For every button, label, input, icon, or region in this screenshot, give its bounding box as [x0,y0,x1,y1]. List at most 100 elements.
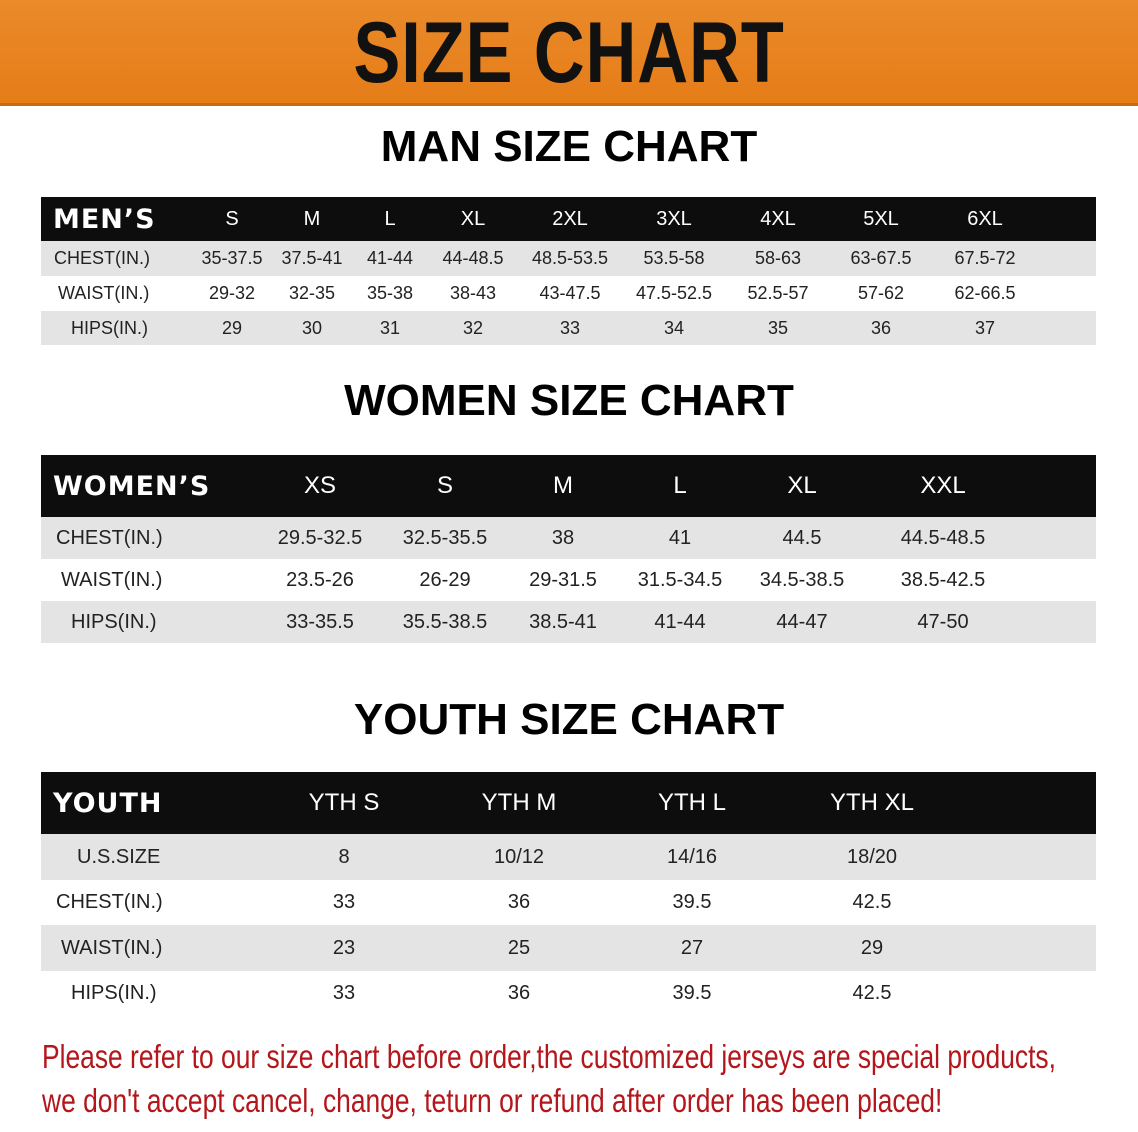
size-column-header: 3XL [656,207,692,230]
table-cell: 31 [379,317,401,338]
table-cell: 32-35 [288,283,336,303]
table-cell: 32.5-35.5 [402,526,488,549]
table-cell: 33-35.5 [286,610,354,633]
row-label: HIPS(IN.) [71,982,157,1004]
notice-line-1: Please refer to our size chart before or… [42,1038,1056,1075]
table-header-label: YOUTH [53,787,163,819]
size-column-header: S [225,207,239,230]
table-cell: 35.5-38.5 [402,610,488,633]
table-cell: 35-38 [366,283,414,303]
table-cell: 36 [507,982,531,1004]
table-cell: 44.5 [782,526,822,549]
size-column-header: YTH XL [829,789,915,816]
size-column-header: YTH L [657,789,727,816]
size-column-header: M [303,207,321,230]
table-cell: 38.5-41 [529,610,597,633]
table-cell: 37.5-41 [281,248,343,268]
table-header-label: WOMEN’S [53,470,211,502]
table-cell: 33 [332,891,356,913]
size-column-header: M [553,472,573,499]
table-cell: 41-44 [366,248,414,268]
table-row: WAIST(IN.) 23.5-26 26-29 29-31.5 31.5-34.5 34… [41,559,1096,601]
row-label: WAIST(IN.) [61,936,163,959]
table-cell: 31.5-34.5 [637,568,723,591]
table-cell: 33 [559,317,581,338]
table-cell: 35 [767,317,789,338]
table-cell: 8 [338,845,350,868]
table-cell: 29 [221,317,243,338]
size-chart-banner: SIZE CHART [0,0,1138,106]
row-label: CHEST(IN.) [56,891,163,913]
table-header-row: YOUTH YTH S YTH M YTH L YTH XL [41,772,1096,834]
size-column-header: XS [303,472,337,499]
size-column-header: L [673,472,687,499]
size-column-header: L [384,207,396,230]
table-cell: 35-37.5 [201,248,263,268]
table-cell: 25 [507,936,531,959]
size-column-header: 5XL [863,207,899,230]
table-cell: 23.5-26 [286,568,354,591]
table-row: HIPS(IN.) 33 36 39.5 42.5 [41,971,1096,1016]
table-cell: 53.5-58 [643,248,705,268]
size-column-header: XL [460,207,486,230]
table-cell: 34.5-38.5 [759,568,845,591]
table-cell: 23 [332,936,356,959]
table-row: HIPS(IN.) 29 30 31 32 33 34 35 36 37 [41,311,1096,345]
notice-line-2: we don't accept cancel, change, teturn o… [42,1082,943,1119]
youth-size-table: YOUTH YTH S YTH M YTH L YTH XL U.S.SIZE 8 10/12… [41,772,1096,1016]
table-header-row: MEN’S S M L XL 2XL 3XL 4XL 5XL 6XL [41,197,1096,241]
table-cell: 47.5-52.5 [635,283,713,303]
table-cell: 57-62 [857,283,905,303]
row-label: U.S.SIZE [77,845,161,868]
size-column-header: XL [787,472,817,499]
table-row: CHEST(IN.) 29.5-32.5 32.5-35.5 38 41 44.5 44.5… [41,517,1096,559]
table-cell: 43-47.5 [539,283,601,303]
table-cell: 29 [860,936,884,959]
row-label: HIPS(IN.) [71,610,157,633]
table-cell: 34 [663,317,685,338]
table-cell: 41 [668,526,692,549]
table-cell: 18/20 [846,845,898,868]
table-header-row: WOMEN’S XS S M L XL XXL [41,455,1096,517]
table-cell: 38.5-42.5 [900,568,986,591]
table-cell: 36 [870,317,892,338]
women-section-title: WOMEN SIZE CHART [344,376,794,425]
table-row: HIPS(IN.) 33-35.5 35.5-38.5 38.5-41 41-44 44-… [41,601,1096,643]
table-cell: 62-66.5 [954,283,1016,303]
table-cell: 32 [462,317,484,338]
women-size-table: WOMEN’S XS S M L XL XXL CHEST(IN.) 29.5-32.5 32.5… [41,455,1096,643]
table-row: CHEST(IN.) 33 36 39.5 42.5 [41,880,1096,925]
table-cell: 10/12 [493,845,545,868]
size-column-header: XXL [920,472,966,499]
table-cell: 52.5-57 [747,283,809,303]
banner-title: SIZE CHART [353,5,785,101]
size-column-header: YTH S [308,789,380,816]
table-cell: 42.5 [852,891,892,913]
size-column-header: 4XL [760,207,796,230]
row-label: WAIST(IN.) [61,568,163,591]
table-cell: 47-50 [917,610,969,633]
men-size-table: MEN’S S M L XL 2XL 3XL 4XL 5XL 6XL CHEST(IN.) 35-37… [41,197,1096,345]
table-cell: 36 [507,891,531,913]
table-cell: 39.5 [672,891,712,913]
table-row: U.S.SIZE 8 10/12 14/16 18/20 [41,834,1096,880]
table-cell: 48.5-53.5 [531,248,609,268]
youth-section-title: YOUTH SIZE CHART [353,695,785,744]
table-header-label: MEN’S [53,203,156,235]
table-cell: 39.5 [672,982,712,1004]
table-row: WAIST(IN.) 29-32 32-35 35-38 38-43 43-47.5 47.… [41,276,1096,311]
table-cell: 29-31.5 [529,568,597,591]
row-label: CHEST(IN.) [54,248,150,268]
table-cell: 44-48.5 [442,248,504,268]
table-cell: 41-44 [654,610,706,633]
table-cell: 38 [551,526,575,549]
table-cell: 29.5-32.5 [277,526,363,549]
table-cell: 58-63 [754,248,802,268]
table-cell: 37 [974,317,996,338]
table-cell: 26-29 [419,568,471,591]
table-cell: 27 [680,936,704,959]
size-column-header: YTH M [481,789,557,816]
table-cell: 29-32 [208,283,256,303]
size-column-header: 6XL [967,207,1003,230]
table-cell: 38-43 [449,283,497,303]
